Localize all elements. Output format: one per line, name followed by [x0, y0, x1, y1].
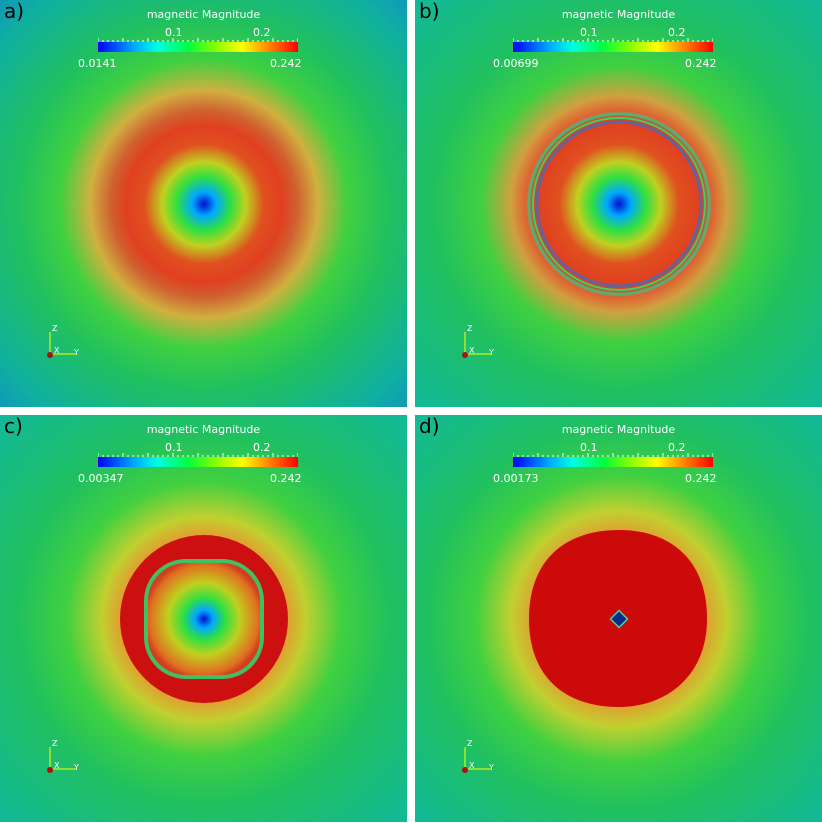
colorbar — [513, 457, 713, 467]
axis-x-label: X — [469, 761, 475, 770]
center-diamond-d — [609, 609, 629, 629]
panel-d: d) magnetic Magnitude 0.1 0.2 0.00173 0.… — [415, 415, 822, 822]
colorbar-min: 0.00347 — [78, 472, 124, 485]
colorbar-ticks — [513, 453, 713, 457]
axis-x-label: X — [469, 346, 475, 355]
colorbar-min: 0.00699 — [493, 57, 539, 70]
axis-x-label: X — [54, 761, 60, 770]
axis-y-label: Y — [489, 348, 494, 357]
axis-y-label: Y — [74, 763, 79, 772]
colorbar — [513, 42, 713, 52]
colorbar-ticks — [98, 453, 298, 457]
axis-z-label: Z — [52, 739, 58, 748]
axis-z-label: Z — [467, 324, 473, 333]
colorbar-max: 0.242 — [270, 57, 302, 70]
colorbar-tick-label: 0.1 — [580, 441, 598, 454]
field-gradient-a — [0, 0, 407, 407]
colorbar-tick-label: 0.2 — [253, 26, 271, 39]
panel-label: b) — [419, 0, 440, 23]
ring-edge-b — [532, 117, 706, 291]
panel-label: a) — [4, 0, 25, 23]
panel-label: d) — [419, 415, 440, 438]
colorbar-min: 0.00173 — [493, 472, 539, 485]
colorbar-title: magnetic Magnitude — [561, 8, 676, 21]
orientation-axes: Z X Y — [44, 324, 84, 364]
axis-z-label: Z — [52, 324, 58, 333]
axes-lines — [47, 747, 76, 773]
colorbar-tick-label: 0.2 — [668, 441, 686, 454]
colorbar — [98, 457, 298, 467]
axis-y-label: Y — [489, 763, 494, 772]
colorbar-max: 0.242 — [685, 472, 717, 485]
colorbar-tick-label: 0.1 — [580, 26, 598, 39]
axis-x-label: X — [54, 346, 60, 355]
field-plot-a — [0, 0, 407, 407]
panel-b: b) magnetic Magnitude 0.1 0.2 0.00699 0.… — [415, 0, 822, 407]
colorbar-title: magnetic Magnitude — [146, 423, 261, 436]
colorbar-max: 0.242 — [270, 472, 302, 485]
colorbar-max: 0.242 — [685, 57, 717, 70]
field-plot-b — [415, 0, 822, 407]
field-plot-d — [415, 415, 822, 822]
panel-c: c) magnetic Magnitude 0.1 0.2 0.00347 0.… — [0, 415, 407, 822]
orientation-axes: Z X Y — [459, 324, 499, 364]
field-gradient-b — [415, 0, 822, 407]
colorbar-ticks — [513, 38, 713, 42]
colorbar-title: magnetic Magnitude — [561, 423, 676, 436]
colorbar-min: 0.0141 — [78, 57, 117, 70]
axes-lines — [462, 747, 491, 773]
orientation-axes: Z X Y — [44, 739, 84, 779]
panel-a: a) magnetic Magnitude 0.1 0.2 0.0141 0.2… — [0, 0, 407, 407]
colorbar-title: magnetic Magnitude — [146, 8, 261, 21]
colorbar-tick-label: 0.2 — [253, 441, 271, 454]
orientation-axes: Z X Y — [459, 739, 499, 779]
axes-lines — [47, 332, 76, 358]
colorbar-tick-label: 0.1 — [165, 26, 183, 39]
colorbar-tick-label: 0.2 — [668, 26, 686, 39]
inner-region-c — [144, 559, 264, 679]
colorbar-ticks — [98, 38, 298, 42]
colorbar — [98, 42, 298, 52]
axis-y-label: Y — [74, 348, 79, 357]
colorbar-tick-label: 0.1 — [165, 441, 183, 454]
axes-lines — [462, 332, 491, 358]
panel-label: c) — [4, 415, 23, 438]
field-plot-c — [0, 415, 407, 822]
ring-instability-b — [535, 120, 703, 288]
axis-z-label: Z — [467, 739, 473, 748]
